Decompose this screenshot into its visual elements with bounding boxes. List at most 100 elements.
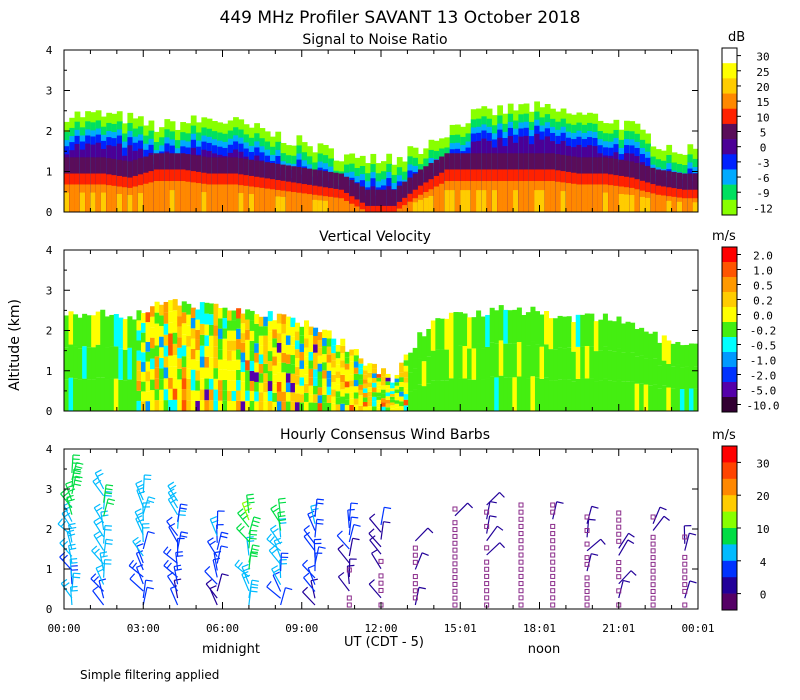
vv-cell-74-3 bbox=[399, 391, 405, 397]
barb-feather-17-11-0 bbox=[663, 515, 670, 521]
barb-feather-16-3-0 bbox=[630, 570, 637, 576]
wind-barb-1-10 bbox=[93, 521, 105, 538]
vv-cell-36-3 bbox=[227, 370, 233, 381]
calm-marker-9-2 bbox=[378, 587, 384, 593]
calm-marker-13-12 bbox=[518, 516, 524, 522]
vv-cell-44-6 bbox=[263, 345, 269, 355]
wind-barb-7-13 bbox=[314, 499, 318, 518]
barb-feather-0-10-1 bbox=[60, 520, 67, 527]
vv-cell-64-6 bbox=[353, 367, 359, 374]
vv-cell-128-1 bbox=[643, 358, 649, 385]
calm-marker-18-10 bbox=[682, 534, 688, 540]
vv-cell-17-6 bbox=[140, 342, 147, 353]
vv-cell-47-3 bbox=[276, 372, 282, 382]
vv-cell-20-5 bbox=[154, 345, 160, 357]
snr-cell-91-7 bbox=[544, 181, 551, 212]
colorbar-label-0-10: -12 bbox=[753, 202, 773, 215]
vv-cell-137-1 bbox=[684, 366, 690, 389]
wind-barb-12-9 bbox=[486, 525, 498, 542]
vv-cell-36-1 bbox=[227, 390, 233, 401]
snr-cell-96-7 bbox=[571, 183, 577, 212]
vv-cell-16-2 bbox=[136, 380, 142, 391]
wind-barb-3-12 bbox=[176, 503, 182, 522]
snr-cell-100-7 bbox=[592, 184, 599, 212]
snr-cell-hot-107 bbox=[629, 194, 636, 212]
vv-cell-59-0 bbox=[331, 403, 337, 411]
vv-cell-9-0 bbox=[104, 379, 110, 411]
vv-cell-64-8 bbox=[353, 355, 359, 362]
wind-barb-15-8 bbox=[586, 538, 602, 552]
vv-cell-37-5 bbox=[231, 350, 237, 361]
calm-marker-14-6 bbox=[550, 559, 556, 565]
barb-feather-2-2-0 bbox=[129, 573, 136, 580]
vv-cell-60-7 bbox=[335, 358, 341, 365]
colorbar-swatch-2-1 bbox=[722, 462, 737, 480]
vv-cell-59-6 bbox=[331, 360, 337, 368]
vv-cell-42-5 bbox=[254, 352, 260, 363]
barb-feather-5-8-2 bbox=[249, 537, 257, 540]
barb-feather-1-1-0 bbox=[98, 578, 107, 582]
vv-cell-36-7 bbox=[227, 330, 233, 341]
barb-feather-4-0-0 bbox=[209, 585, 217, 590]
wind-barb-6-9 bbox=[269, 528, 282, 545]
barb-feather-4-6-0 bbox=[220, 545, 228, 549]
barb-feather-1-14-0 bbox=[105, 490, 113, 493]
vv-cell-60-1 bbox=[335, 397, 341, 405]
vv-cell-59-1 bbox=[331, 396, 337, 404]
vv-cell-42-1 bbox=[254, 391, 260, 402]
barb-feather-3-1-0 bbox=[174, 578, 182, 581]
vv-cell-71-3 bbox=[385, 396, 391, 400]
vv-cell-46-8 bbox=[272, 329, 278, 339]
vv-cell-3-1 bbox=[77, 348, 83, 380]
vv-cell-63-6 bbox=[349, 367, 355, 375]
wind-barb-3-10 bbox=[166, 520, 179, 537]
vv-cell-70-2 bbox=[381, 398, 387, 403]
vv-cell-5-2 bbox=[86, 315, 92, 348]
wind-barb-6-5 bbox=[280, 553, 282, 572]
vv-cell-63-1 bbox=[349, 398, 355, 405]
snr-cell-hot-40 bbox=[275, 196, 282, 212]
calm-marker-13-2 bbox=[518, 588, 524, 594]
vv-cell-28-0 bbox=[190, 400, 196, 411]
vv-cell-36-6 bbox=[227, 340, 233, 351]
calm-marker-18-2 bbox=[682, 588, 688, 594]
vv-cell-41-1 bbox=[249, 390, 255, 401]
vv-cell-19-3 bbox=[150, 369, 156, 380]
vv-cell-42-7 bbox=[254, 333, 260, 344]
vv-cell-53-3 bbox=[304, 374, 310, 384]
wind-barb-6-1 bbox=[266, 586, 281, 599]
barb-feather-0-1-1 bbox=[63, 582, 70, 588]
vv-cell-59-7 bbox=[331, 353, 337, 361]
vv-cell-29-5 bbox=[195, 350, 201, 361]
barb-feather-3-12-1 bbox=[179, 507, 187, 510]
barb-feather-15-10-0 bbox=[588, 518, 596, 521]
vv-cell-4-2 bbox=[82, 313, 88, 347]
vv-cell-26-2 bbox=[181, 378, 187, 390]
vv-cell-19-8 bbox=[150, 316, 156, 328]
vv-cell-68-0 bbox=[371, 406, 377, 411]
vv-cell-89-0 bbox=[467, 379, 473, 411]
vv-cell-45-7 bbox=[267, 331, 273, 342]
barb-feather-6-11-2 bbox=[278, 518, 287, 522]
barb-feather-7-11-0 bbox=[307, 510, 315, 515]
vv-cell-130-0 bbox=[652, 384, 658, 411]
barb-feather-0-17-1 bbox=[73, 472, 81, 475]
snr-cell-53-7 bbox=[344, 200, 350, 212]
wind-barb-10-5 bbox=[414, 552, 423, 570]
vv-cell-43-3 bbox=[258, 373, 264, 383]
calm-marker-12-5 bbox=[484, 566, 490, 572]
vv-cell-127-1 bbox=[639, 355, 645, 384]
vv-cell-50-4 bbox=[290, 364, 296, 374]
vv-cell-51-5 bbox=[294, 358, 300, 367]
calm-marker-16-13 bbox=[616, 510, 622, 516]
calm-marker-11-5 bbox=[452, 568, 458, 574]
vv-cell-37-9 bbox=[231, 310, 237, 321]
vv-cell-44-7 bbox=[263, 335, 269, 346]
calm-marker-15-11 bbox=[584, 528, 590, 534]
wind-barb-3-6 bbox=[163, 551, 178, 564]
snr-cell-hot-106 bbox=[624, 194, 630, 212]
calm-marker-15-4 bbox=[584, 575, 590, 581]
wind-barb-8-10 bbox=[348, 517, 352, 536]
vv-cell-25-7 bbox=[177, 326, 183, 338]
barb-feather-3-12-0 bbox=[180, 503, 188, 506]
